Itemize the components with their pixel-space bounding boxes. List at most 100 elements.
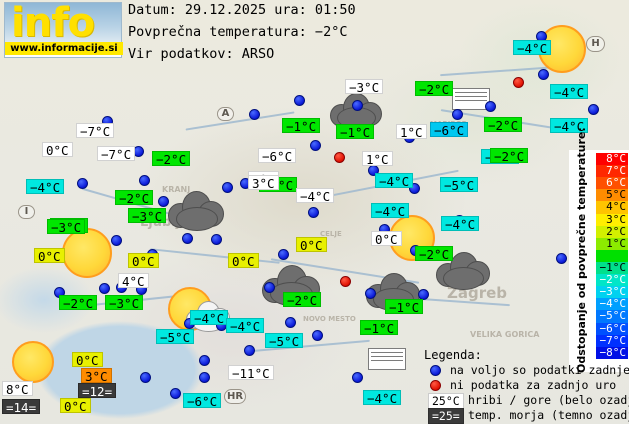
station-dot-ok[interactable] [211,234,222,245]
scale-row: 3°C [596,213,628,226]
temperature-label: 0°C [60,398,91,414]
station-dot-ok[interactable] [418,289,429,300]
scale-row: −5°C [596,310,628,323]
temperature-label: −4°C [190,310,229,326]
legend-row: =25= temp. morja (temno ozadje) [424,408,629,424]
temperature-label: 0°C [72,352,103,368]
temperature-label: −4°C [363,390,402,406]
site-logo[interactable]: info www.informacije.si [4,0,123,58]
temperature-label: 0°C [128,253,159,269]
station-dot-ok[interactable] [139,175,150,186]
station-dot-ok[interactable] [140,372,151,383]
station-dot-ok[interactable] [538,69,549,80]
scale-row: 2°C [596,225,628,238]
temperature-label: −11°C [228,365,274,381]
scale-row: 8°C [596,152,628,166]
station-dot-ok[interactable] [222,182,233,193]
station-dot-ok[interactable] [409,183,420,194]
sun-icon [62,228,112,278]
country-code-marker: A [217,107,234,121]
station-dot-nodata[interactable] [334,152,345,163]
temperature-label: −1°C [282,118,321,134]
legend-row: 25°C hribi / gore (belo ozadje) [424,393,629,409]
header-average-temperature: Povprečna temperatura: −2°C [128,24,348,40]
temperature-label: −2°C [152,151,191,167]
temperature-label: −4°C [550,118,589,134]
temperature-label: 1°C [396,124,427,140]
temperature-label: 4°C [118,273,149,289]
station-dot-ok[interactable] [182,233,193,244]
header-data-source: Vir podatkov: ARSO [128,46,275,62]
temperature-label: −6°C [258,148,297,164]
scale-row: 6°C [596,177,628,190]
place-name: CELJE [320,230,342,238]
logo-wordmark: info [11,0,95,46]
station-dot-ok[interactable] [264,282,275,293]
temperature-label: −2°C [59,295,98,311]
legend-rows: na voljo so podatki zadnje ureni podatka… [424,363,629,424]
station-dot-ok[interactable] [170,388,181,399]
country-code-marker: HR [224,389,246,404]
scale-row: −8°C [596,346,628,359]
station-dot-ok[interactable] [588,104,599,115]
cloud-icon [330,88,382,130]
temperature-label: −2°C [484,117,523,133]
temperature-label: −4°C [441,216,480,232]
temperature-label: −6°C [430,122,469,138]
station-dot-ok[interactable] [352,100,363,111]
station-dot-ok[interactable] [310,140,321,151]
station-dot-ok[interactable] [199,355,210,366]
station-dot-nodata[interactable] [513,77,524,88]
temperature-deviation-scale: Odstopanje od povprečne temperature: 8°C… [569,127,629,373]
legend-dot-nodata-icon [430,380,441,391]
temperature-label: −7°C [97,146,136,162]
scale-row: −2°C [596,273,628,287]
legend-row: ni podatka za zadnjo uro [424,378,624,392]
scale-strip: 8°C 7°C 6°C 5°C 4°C 3°C 2°C 1°C −1°C −2°C −3°C −4°C… [596,152,628,371]
legend-mountain-chip: 25°C [428,393,464,409]
station-dot-ok[interactable] [199,372,210,383]
temperature-label: 8°C [2,381,33,397]
station-dot-ok[interactable] [111,235,122,246]
temperature-label: 0°C [371,231,402,247]
station-dot-ok[interactable] [452,109,463,120]
station-dot-ok[interactable] [77,178,88,189]
station-dot-ok[interactable] [99,283,110,294]
legend-title: Legenda: [424,348,482,362]
station-dot-ok[interactable] [158,196,169,207]
station-dot-ok[interactable] [485,101,496,112]
station-dot-ok[interactable] [556,253,567,264]
temperature-label: 0°C [296,237,327,253]
station-dot-ok[interactable] [365,288,376,299]
station-dot-nodata[interactable] [340,276,351,287]
station-dot-ok[interactable] [312,330,323,341]
station-dot-ok[interactable] [308,207,319,218]
legend-row-text: na voljo so podatki zadnje ure [450,363,629,377]
scale-row: −4°C [596,298,628,311]
temperature-label: −5°C [156,329,195,345]
scale-row: 1°C [596,237,628,250]
legend-row: na voljo so podatki zadnje ure [424,363,629,377]
station-dot-ok[interactable] [352,372,363,383]
station-dot-ok[interactable] [244,345,255,356]
temperature-label: −2°C [415,246,454,262]
place-name: KRANJ [162,185,191,194]
temperature-label: −4°C [371,203,410,219]
temperature-label: −5°C [265,333,304,349]
country-code-marker: H [586,36,605,52]
station-dot-ok[interactable] [249,109,260,120]
temperature-label: 3°C [81,368,112,384]
legend-row-text: hribi / gore (belo ozadje) [468,393,629,407]
temperature-label: −2°C [490,148,529,164]
station-dot-ok[interactable] [294,95,305,106]
station-dot-ok[interactable] [278,249,289,260]
station-dot-ok[interactable] [285,317,296,328]
temperature-label: −6°C [183,393,222,409]
legend: Legenda: na voljo so podatki zadnje uren… [424,348,629,424]
temperature-label: −1°C [336,124,375,140]
temperature-label: 1°C [362,151,393,167]
place-name: NOVO MESTO [303,315,356,323]
country-code-marker: I [18,205,35,219]
sea-temperature-label: =12= [78,383,117,399]
temperature-label: −7°C [76,123,115,139]
